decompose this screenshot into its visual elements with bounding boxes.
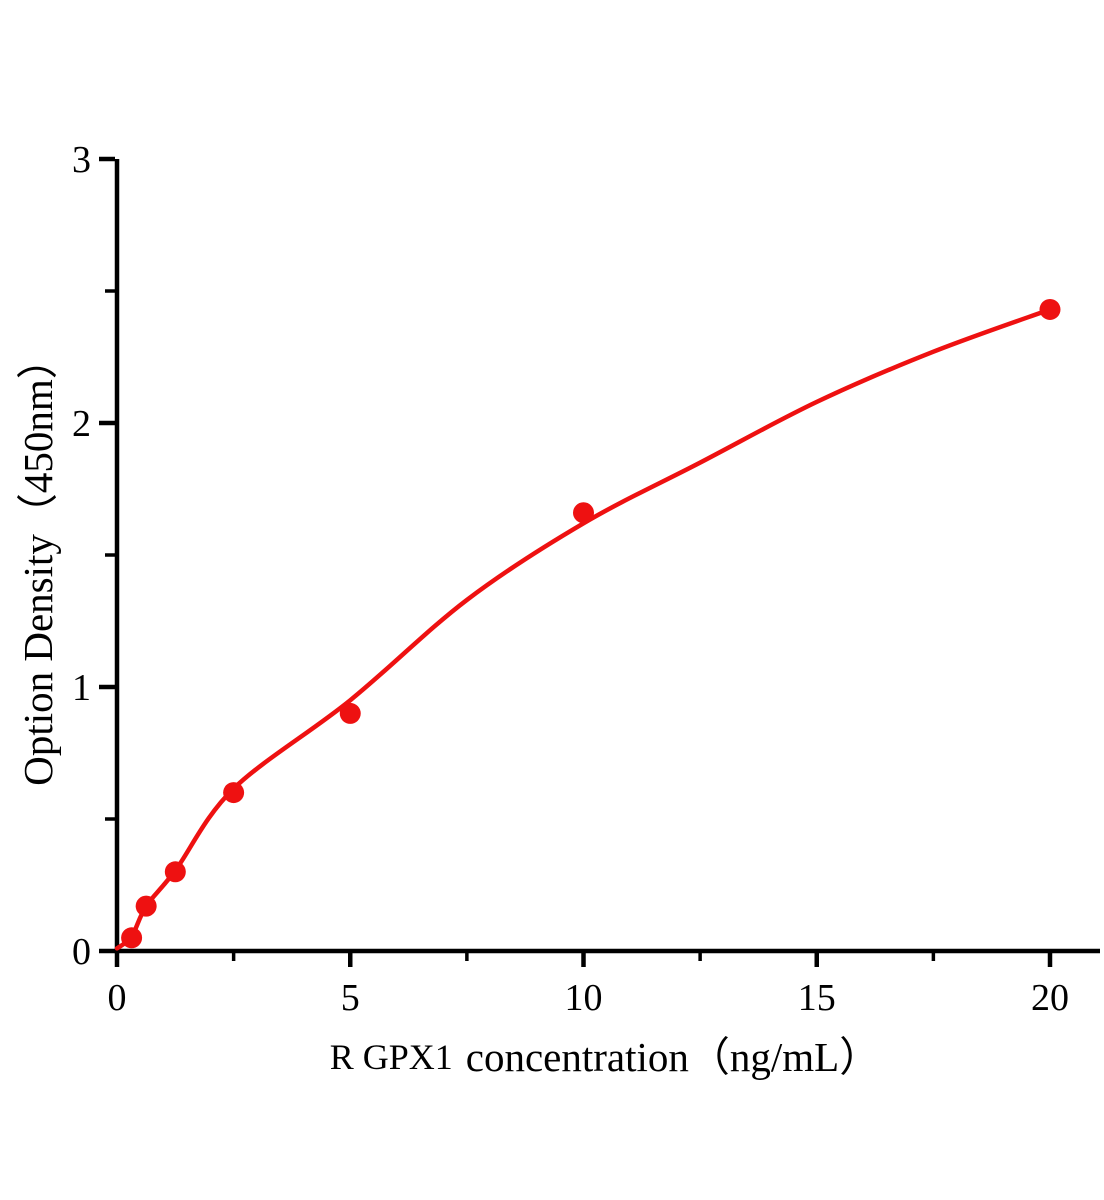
x-tick-label: 5	[341, 977, 360, 1019]
data-point-marker	[164, 861, 186, 883]
data-point-marker	[573, 502, 594, 524]
plot-area: 0 5 10 15 20 0 1 2 3	[72, 139, 1100, 1019]
y-tick-label: 2	[72, 403, 91, 445]
standard-curve-line	[114, 307, 1053, 951]
y-axis-title: Option Density（450nm）	[15, 338, 61, 786]
y-tick-label: 0	[72, 931, 91, 973]
x-tick-label: 0	[108, 977, 127, 1019]
data-point-marker	[1039, 298, 1061, 320]
data-point-marker	[339, 702, 361, 724]
x-tick-label: 10	[565, 977, 603, 1019]
x-tick-label: 15	[798, 977, 836, 1019]
data-point-marker	[135, 895, 157, 917]
y-tick-label: 1	[72, 667, 91, 709]
y-tick-label: 3	[72, 139, 91, 181]
data-point-marker	[121, 927, 143, 949]
x-tick-label: 20	[1031, 977, 1069, 1019]
x-axis-title: R GPX1 concentration（ng/mL）	[330, 1034, 880, 1080]
x-axis-title-main: concentration（ng/mL）	[466, 1034, 880, 1080]
data-point-marker	[223, 782, 245, 804]
x-axis-title-prefix: R GPX1	[330, 1037, 453, 1077]
